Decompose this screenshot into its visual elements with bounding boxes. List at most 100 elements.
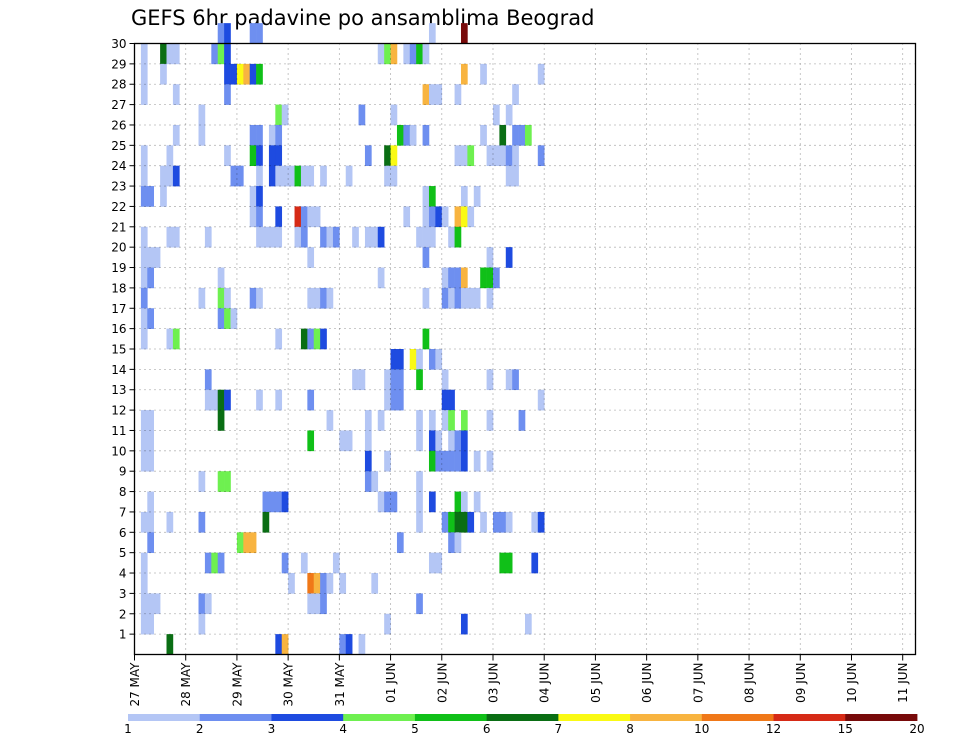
y-tick-label-2: 2 (119, 607, 127, 621)
data-cell-79 (224, 145, 231, 166)
legend-label-10: 15 (838, 722, 853, 736)
legend-swatch-6 (558, 714, 631, 721)
data-cell-9 (140, 287, 148, 309)
data-cell-169 (339, 430, 347, 452)
data-cell-156 (313, 593, 321, 615)
y-tick-label-1: 1 (119, 628, 127, 642)
data-cell-219 (409, 124, 417, 146)
data-cell-82 (224, 389, 231, 411)
legend-swatch-9 (773, 714, 846, 721)
data-cell-168 (332, 552, 340, 574)
y-tick-label-28: 28 (111, 78, 126, 92)
x-tick-label-10: 06 JUN (640, 663, 654, 703)
data-cell-212 (396, 369, 404, 391)
data-cell-288 (460, 186, 468, 207)
data-cell-154 (313, 328, 321, 350)
data-cell-77 (224, 63, 231, 85)
data-cell-330 (505, 511, 513, 533)
data-cell-273 (448, 532, 455, 553)
y-tick-label-15: 15 (111, 343, 126, 357)
legend-label-8: 10 (694, 722, 709, 736)
data-cell-113 (268, 124, 276, 146)
data-cell-227 (416, 471, 423, 492)
data-cell-279 (454, 287, 462, 309)
y-tick-label-13: 13 (111, 383, 126, 397)
data-cell-19 (140, 613, 148, 635)
data-cell-4 (140, 165, 148, 187)
data-cell-324 (499, 552, 507, 574)
data-cell-133 (288, 165, 295, 187)
y-tick-label-25: 25 (111, 139, 126, 153)
data-cell-21 (147, 247, 155, 268)
data-cell-8 (140, 267, 148, 289)
data-cell-297 (460, 613, 468, 635)
chart-title: GEFS 6hr padavine po ansamblima Beograd (131, 6, 594, 30)
y-tick-label-29: 29 (111, 57, 126, 71)
data-cell-207 (390, 369, 398, 391)
data-cell-341 (531, 511, 539, 533)
x-tick-label-11: 07 JUN (691, 663, 705, 703)
y-tick-label-26: 26 (111, 118, 126, 132)
y-tick-label-18: 18 (111, 281, 126, 295)
data-cell-62 (204, 593, 212, 615)
data-cell-56 (198, 593, 206, 615)
data-cell-233 (422, 124, 430, 146)
data-cell-237 (422, 247, 430, 268)
y-tick-label-16: 16 (111, 322, 126, 336)
data-cell-204 (390, 165, 398, 187)
data-cell-236 (422, 226, 430, 248)
data-cell-67 (217, 43, 225, 65)
y-tick-label-17: 17 (111, 302, 126, 316)
data-cell-197 (384, 369, 391, 391)
data-cell-216 (403, 124, 411, 146)
data-cell-214 (396, 532, 404, 553)
data-cell-259 (441, 287, 449, 309)
data-cell-322 (499, 145, 507, 166)
data-cell-293 (460, 430, 468, 452)
data-cell-274 (454, 84, 462, 105)
data-cell-238 (422, 287, 430, 309)
data-cell-263 (441, 450, 449, 472)
data-cell-2 (140, 84, 148, 105)
data-cell-50 (172, 328, 180, 350)
data-cell-105 (256, 186, 263, 207)
data-cell-162 (320, 593, 327, 615)
y-tick-label-24: 24 (111, 159, 126, 173)
data-cell-136 (294, 206, 302, 228)
legend-label-6: 7 (555, 722, 563, 736)
data-cell-125 (275, 389, 283, 411)
data-cell-192 (377, 410, 385, 431)
data-cell-255 (435, 450, 443, 472)
data-cell-109 (256, 389, 263, 411)
data-cell-83 (224, 471, 231, 492)
data-cell-55 (198, 511, 206, 533)
data-cell-29 (147, 532, 155, 553)
data-cell-122 (275, 206, 283, 228)
data-cell-253 (435, 349, 443, 370)
y-tick-label-23: 23 (111, 180, 126, 194)
data-cell-179 (358, 634, 366, 655)
data-cell-74 (217, 552, 225, 574)
data-cell-342 (531, 552, 539, 574)
data-cell-27 (147, 491, 155, 513)
data-cell-298 (467, 145, 475, 166)
data-cell-52 (198, 124, 206, 146)
y-tick-label-4: 4 (119, 567, 127, 581)
data-cell-208 (390, 389, 398, 411)
data-cell-266 (448, 267, 455, 289)
data-cell-68 (217, 267, 225, 289)
data-cell-264 (441, 511, 449, 533)
data-cell-124 (275, 328, 283, 350)
data-cell-128 (281, 104, 289, 126)
data-cell-160 (320, 328, 327, 350)
data-cell-75 (224, 23, 231, 44)
data-cell-152 (313, 206, 321, 228)
data-cell-312 (486, 267, 494, 289)
legend-label-0: 1 (124, 722, 132, 736)
data-cell-38 (166, 43, 174, 65)
x-tick-label-13: 09 JUN (794, 663, 808, 703)
legend-swatch-4 (414, 714, 488, 721)
data-cell-198 (384, 389, 391, 411)
x-tick-label-12: 08 JUN (743, 663, 757, 703)
data-cell-189 (377, 43, 385, 65)
